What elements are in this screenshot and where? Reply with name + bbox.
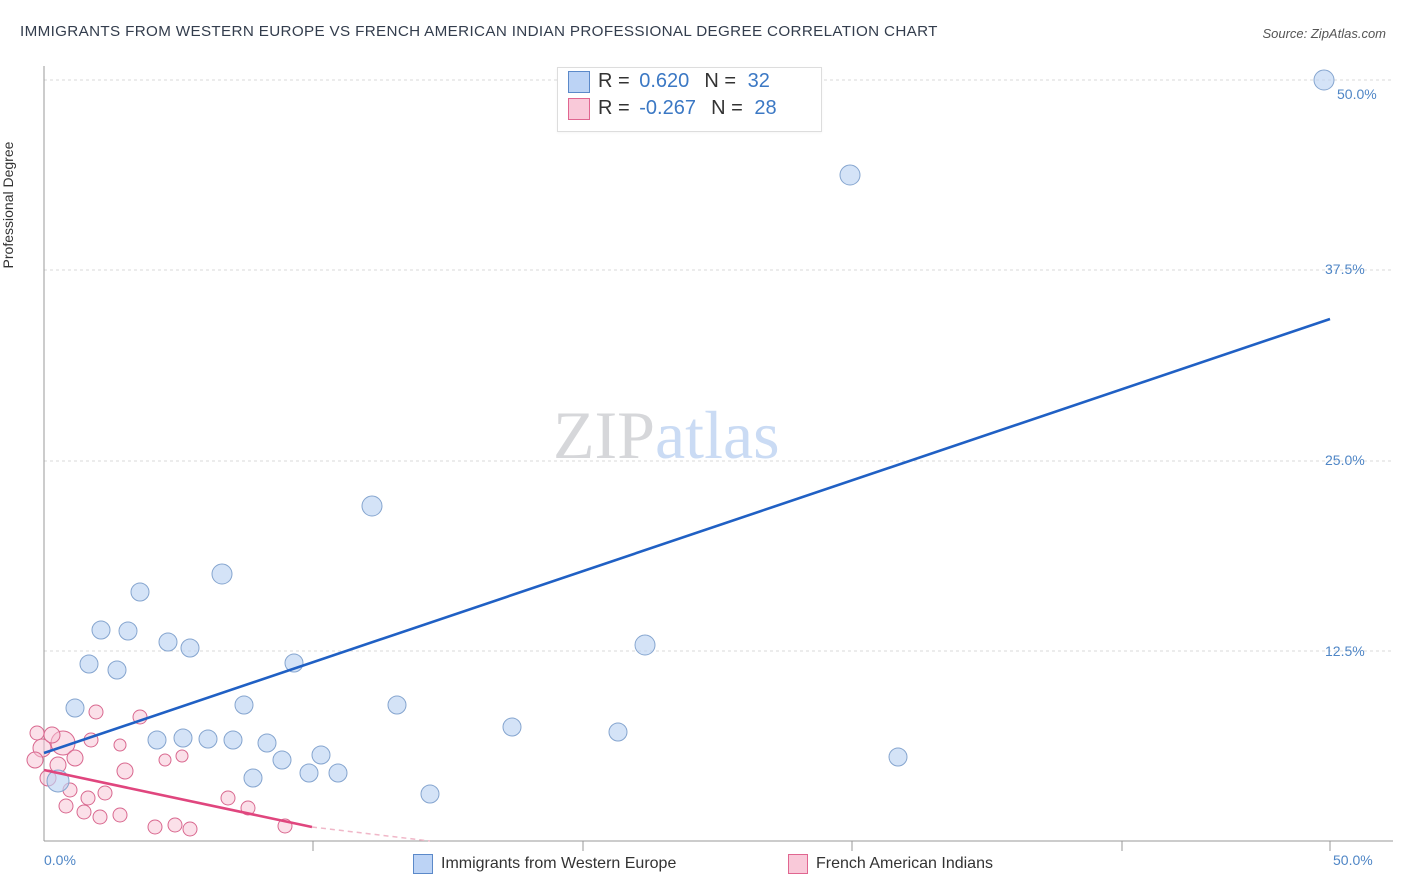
- svg-text:ZIPatlas: ZIPatlas: [553, 397, 780, 473]
